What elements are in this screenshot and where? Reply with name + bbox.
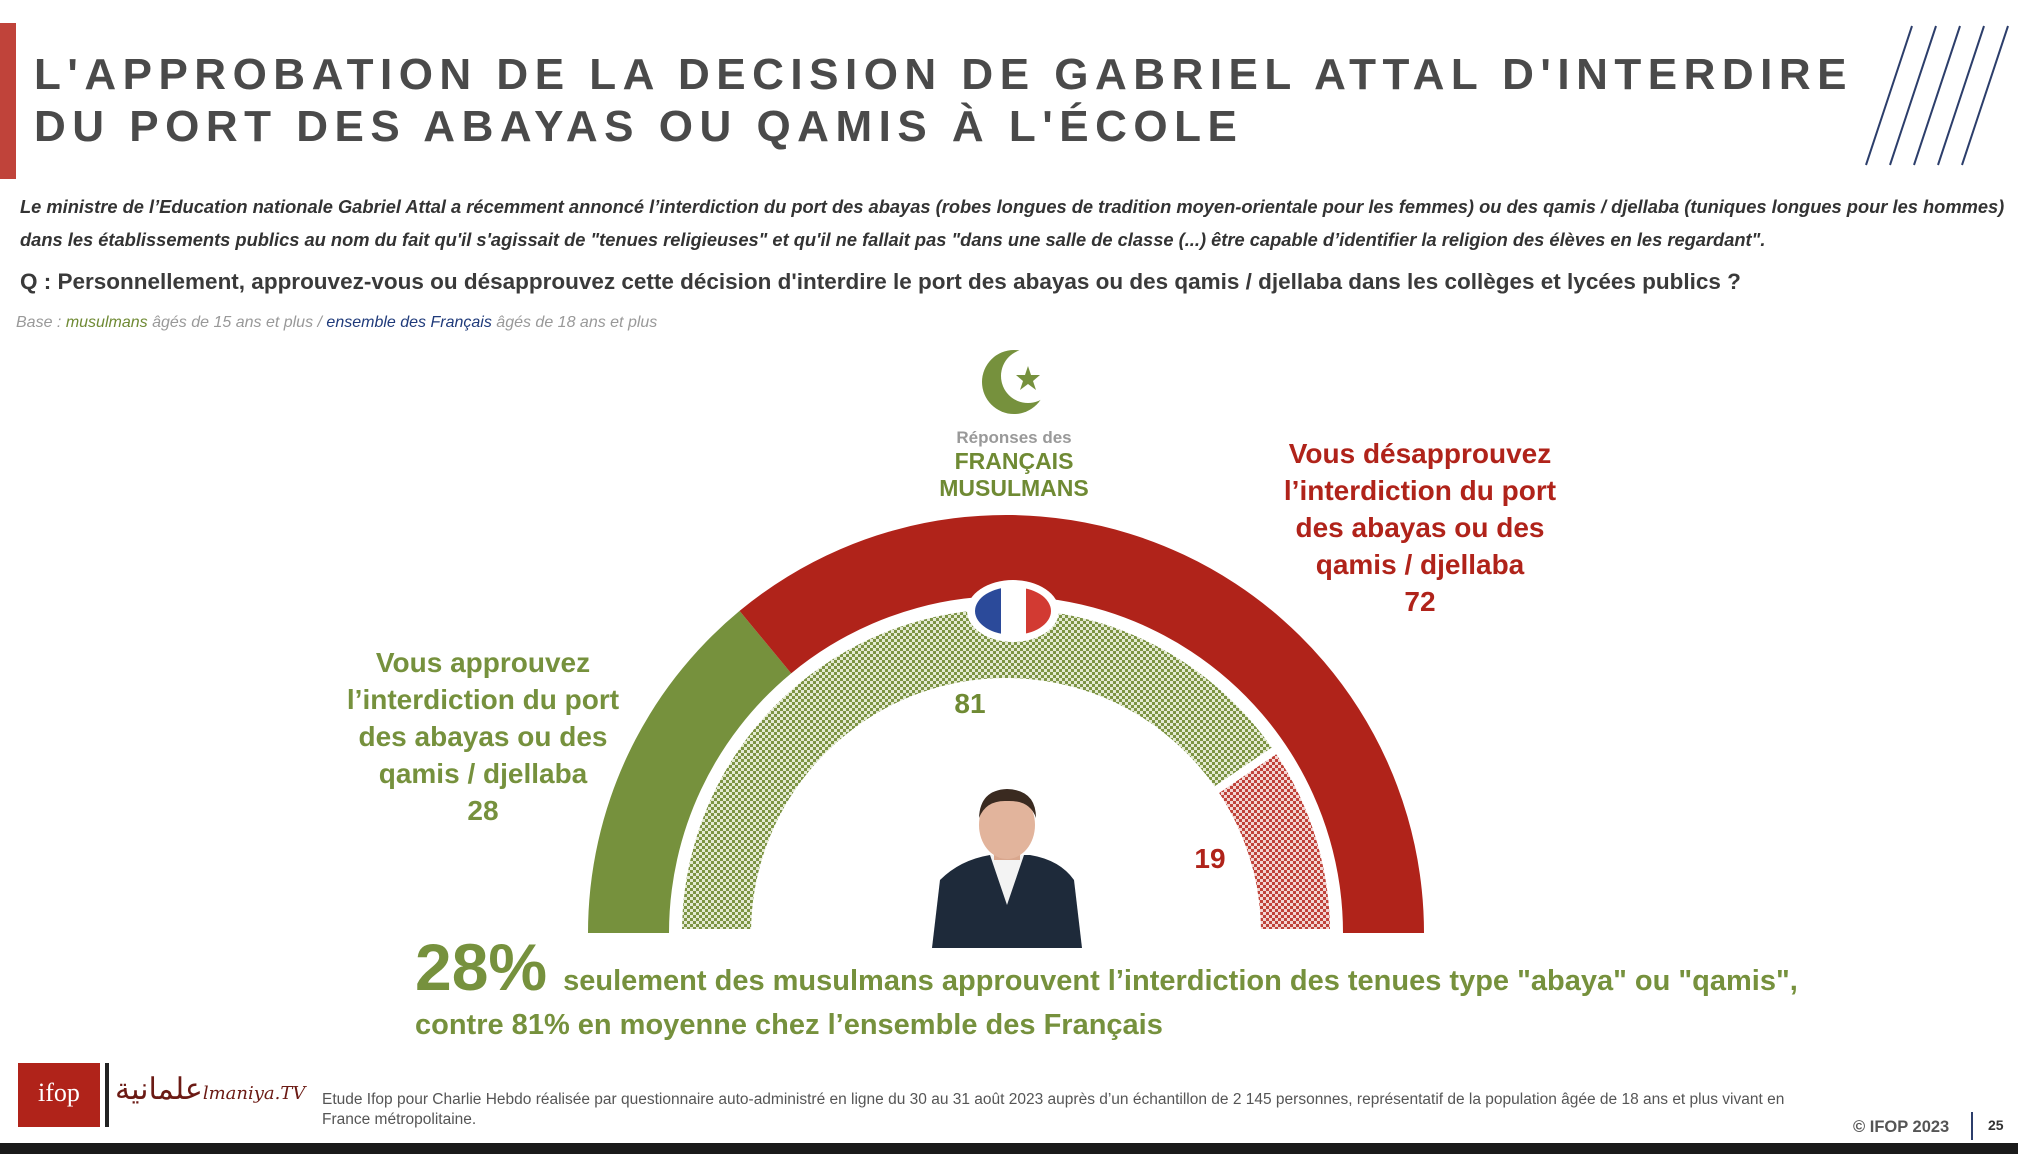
arc-segment [673, 601, 1283, 937]
category-text: Vous approuvez l’interdiction du port de… [346, 647, 620, 789]
value-label: 81 [954, 688, 986, 719]
arc-segment [588, 610, 792, 933]
base-text: âgés de 18 ans et plus [491, 314, 658, 331]
label-line: FRANÇAIS [954, 448, 1074, 474]
logo-latin: lmaniya.TV [202, 1083, 306, 1104]
category-label: Vous désapprouvez l’interdiction du port… [1265, 435, 1575, 620]
logo-text: ifop [38, 1078, 80, 1107]
crescent-icon [982, 349, 1055, 414]
bottom-bar [0, 1143, 2018, 1154]
logo-arabic: علمانية [115, 1072, 203, 1107]
base-text: musulmans [65, 314, 148, 331]
ifop-logo [18, 1063, 100, 1127]
arc-segment [739, 515, 1424, 933]
portrait [929, 789, 1084, 948]
value-label: 28 [467, 795, 499, 826]
base-text: ensemble des Français [326, 314, 492, 331]
intro: Le ministre de l’Education nationale Gab… [20, 196, 2005, 250]
base-text: Base : [16, 314, 66, 331]
category-text: Vous désapprouvez l’interdiction du port… [1283, 438, 1557, 580]
footnote: Etude Ifop pour Charlie Hebdo réalisée p… [322, 1091, 1785, 1128]
arc-segment [1208, 743, 1339, 937]
category-label: Vous approuvez l’interdiction du port de… [328, 644, 638, 829]
title: DU PORT DES ABAYAS OU QAMIS À L'ÉCOLE [34, 102, 1244, 151]
title: L'APPROBATION DE LA DECISION DE GABRIEL … [34, 50, 1854, 99]
base: Base : musulmans âgés de 15 ans et plus … [16, 314, 657, 332]
conclusion-text: seulement des musulmans approuvent l’int… [415, 965, 1798, 1041]
label-line: MUSULMANS [939, 475, 1089, 501]
copyright: © IFOP 2023 [1853, 1118, 1950, 1136]
page-number: 25 [1988, 1117, 2004, 1133]
highlight: 28% [415, 930, 548, 1004]
flag [967, 580, 1059, 642]
base-text: âgés de 15 ans et plus / [147, 314, 327, 331]
muslim-label: Réponses des FRANÇAIS MUSULMANS [864, 428, 1164, 502]
accent-bar [0, 23, 16, 179]
value-label: 19 [1194, 843, 1226, 874]
logo-text: علمانيةlmaniya.TV [115, 1072, 305, 1107]
label-line: Réponses des [956, 428, 1072, 447]
value-label: 72 [1404, 586, 1436, 617]
question: Q : Personnellement, approuvez-vous ou d… [20, 269, 1741, 294]
conclusion: 28% seulement des musulmans approuvent l’… [415, 934, 1815, 1047]
decoration [1865, 25, 2009, 166]
